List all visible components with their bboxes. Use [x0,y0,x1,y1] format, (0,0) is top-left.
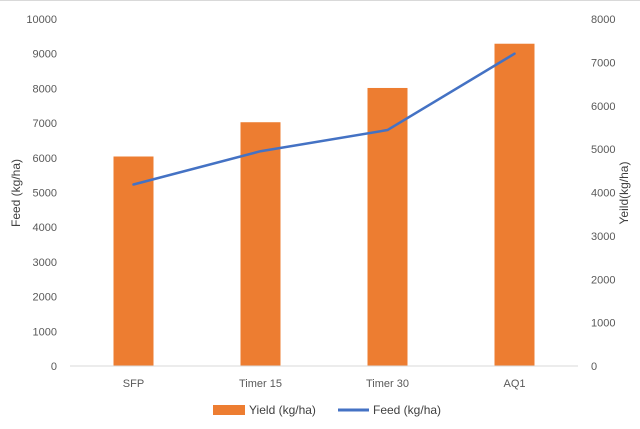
left-tick-label: 10000 [26,14,57,26]
bar-yield [113,156,154,366]
right-tick-label: 5000 [591,144,615,156]
legend-label-yield: Yield (kg/ha) [249,403,316,417]
left-tick-label: 2000 [33,292,57,304]
left-tick-label: 8000 [33,83,57,95]
x-tick-label: Timer 30 [366,378,409,390]
left-tick-label: 1000 [33,326,57,338]
x-tick-label: Timer 15 [239,378,282,390]
legend: Yield (kg/ha) Feed (kg/ha) [213,403,441,417]
x-axis: SFP Timer 15 Timer 30 AQ1 [70,365,578,390]
left-tick-label: 0 [51,361,57,373]
right-tick-label: 2000 [591,274,615,286]
legend-swatch-yield [213,405,245,415]
right-tick-label: 3000 [591,231,615,243]
right-axis-title: Yeild(kg/ha) [617,162,631,225]
x-tick-label: SFP [123,378,144,390]
line-group [132,52,516,186]
bar-yield [240,122,281,366]
x-tick-label: AQ1 [503,378,525,390]
left-tick-label: 4000 [33,222,57,234]
right-tick-label: 7000 [591,57,615,69]
left-tick-label: 6000 [33,153,57,165]
bar-yield [494,43,535,366]
bars-group [113,43,535,366]
left-tick-label: 7000 [33,118,57,130]
left-axis: 0 1000 2000 3000 4000 5000 6000 7000 8000 9000 100… [26,14,57,373]
line-feed [132,52,516,186]
right-tick-label: 6000 [591,101,615,113]
right-tick-label: 4000 [591,188,615,200]
bar-yield [367,87,408,366]
left-tick-label: 9000 [33,49,57,61]
left-tick-label: 5000 [33,188,57,200]
left-tick-label: 3000 [33,257,57,269]
right-tick-label: 1000 [591,318,615,330]
left-axis-title: Feed (kg/ha) [9,159,23,227]
right-tick-label: 0 [591,361,597,373]
right-tick-label: 8000 [591,14,615,26]
right-axis: 0 1000 2000 3000 4000 5000 6000 7000 8000 [591,14,615,373]
legend-label-feed: Feed (kg/ha) [373,403,441,417]
